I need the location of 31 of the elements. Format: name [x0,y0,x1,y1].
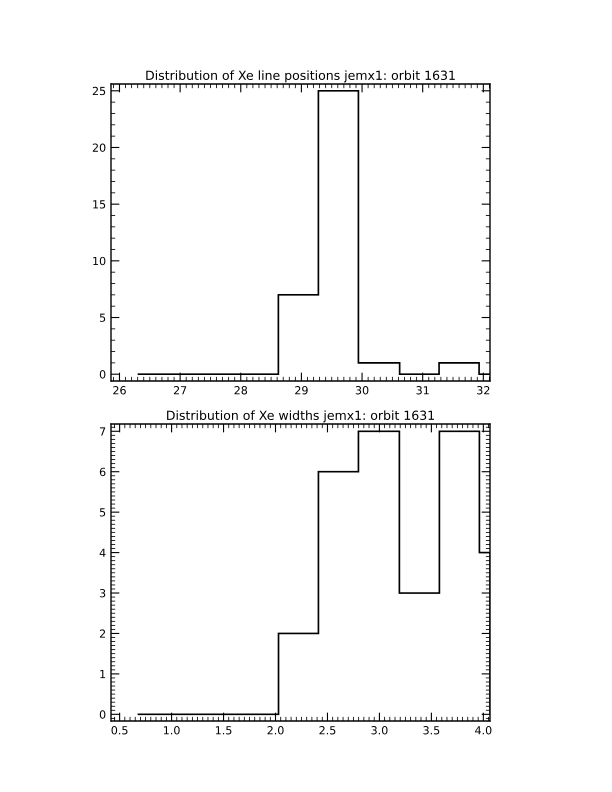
chart-title: Distribution of Xe line positions jemx1: orbit 1631 [146,70,455,82]
y-tick-label: 4 [100,548,106,557]
x-tick-label: 2.0 [267,726,284,734]
y-tick-label: 6 [100,468,106,476]
x-tick-label: 31 [416,386,429,394]
x-tick-label: 4.0 [475,726,492,734]
y-tick-label: 7 [100,427,106,436]
y-tick-label: 15 [93,200,106,209]
chart-title: Distribution of Xe widths jemx1: orbit 1631 [167,410,434,422]
y-tick-label: 1 [100,670,106,678]
x-tick-label: 3.5 [423,726,440,734]
x-tick-label: 29 [295,386,308,394]
x-tick-label: 32 [477,386,490,394]
x-tick-label: 1.0 [164,726,180,734]
y-tick-label: 0 [100,710,106,719]
y-tick-label: 3 [100,588,106,598]
y-tick-label: 5 [100,508,106,517]
x-tick-label: 30 [356,386,368,394]
y-tick-label: 5 [100,314,106,322]
y-tick-label: 20 [92,143,106,152]
y-tick-label: 0 [100,370,106,379]
x-tick-label: 2.5 [319,726,336,734]
x-tick-label: 1.5 [216,726,232,734]
x-tick-label: 28 [234,386,248,394]
y-tick-label: 10 [93,256,106,266]
x-tick-label: 3.0 [371,726,388,734]
y-tick-label: 25 [92,86,106,96]
y-tick-label: 2 [100,629,106,638]
x-tick-label: 27 [174,386,186,394]
x-tick-label: 0.5 [112,726,128,734]
x-tick-label: 26 [113,386,126,394]
